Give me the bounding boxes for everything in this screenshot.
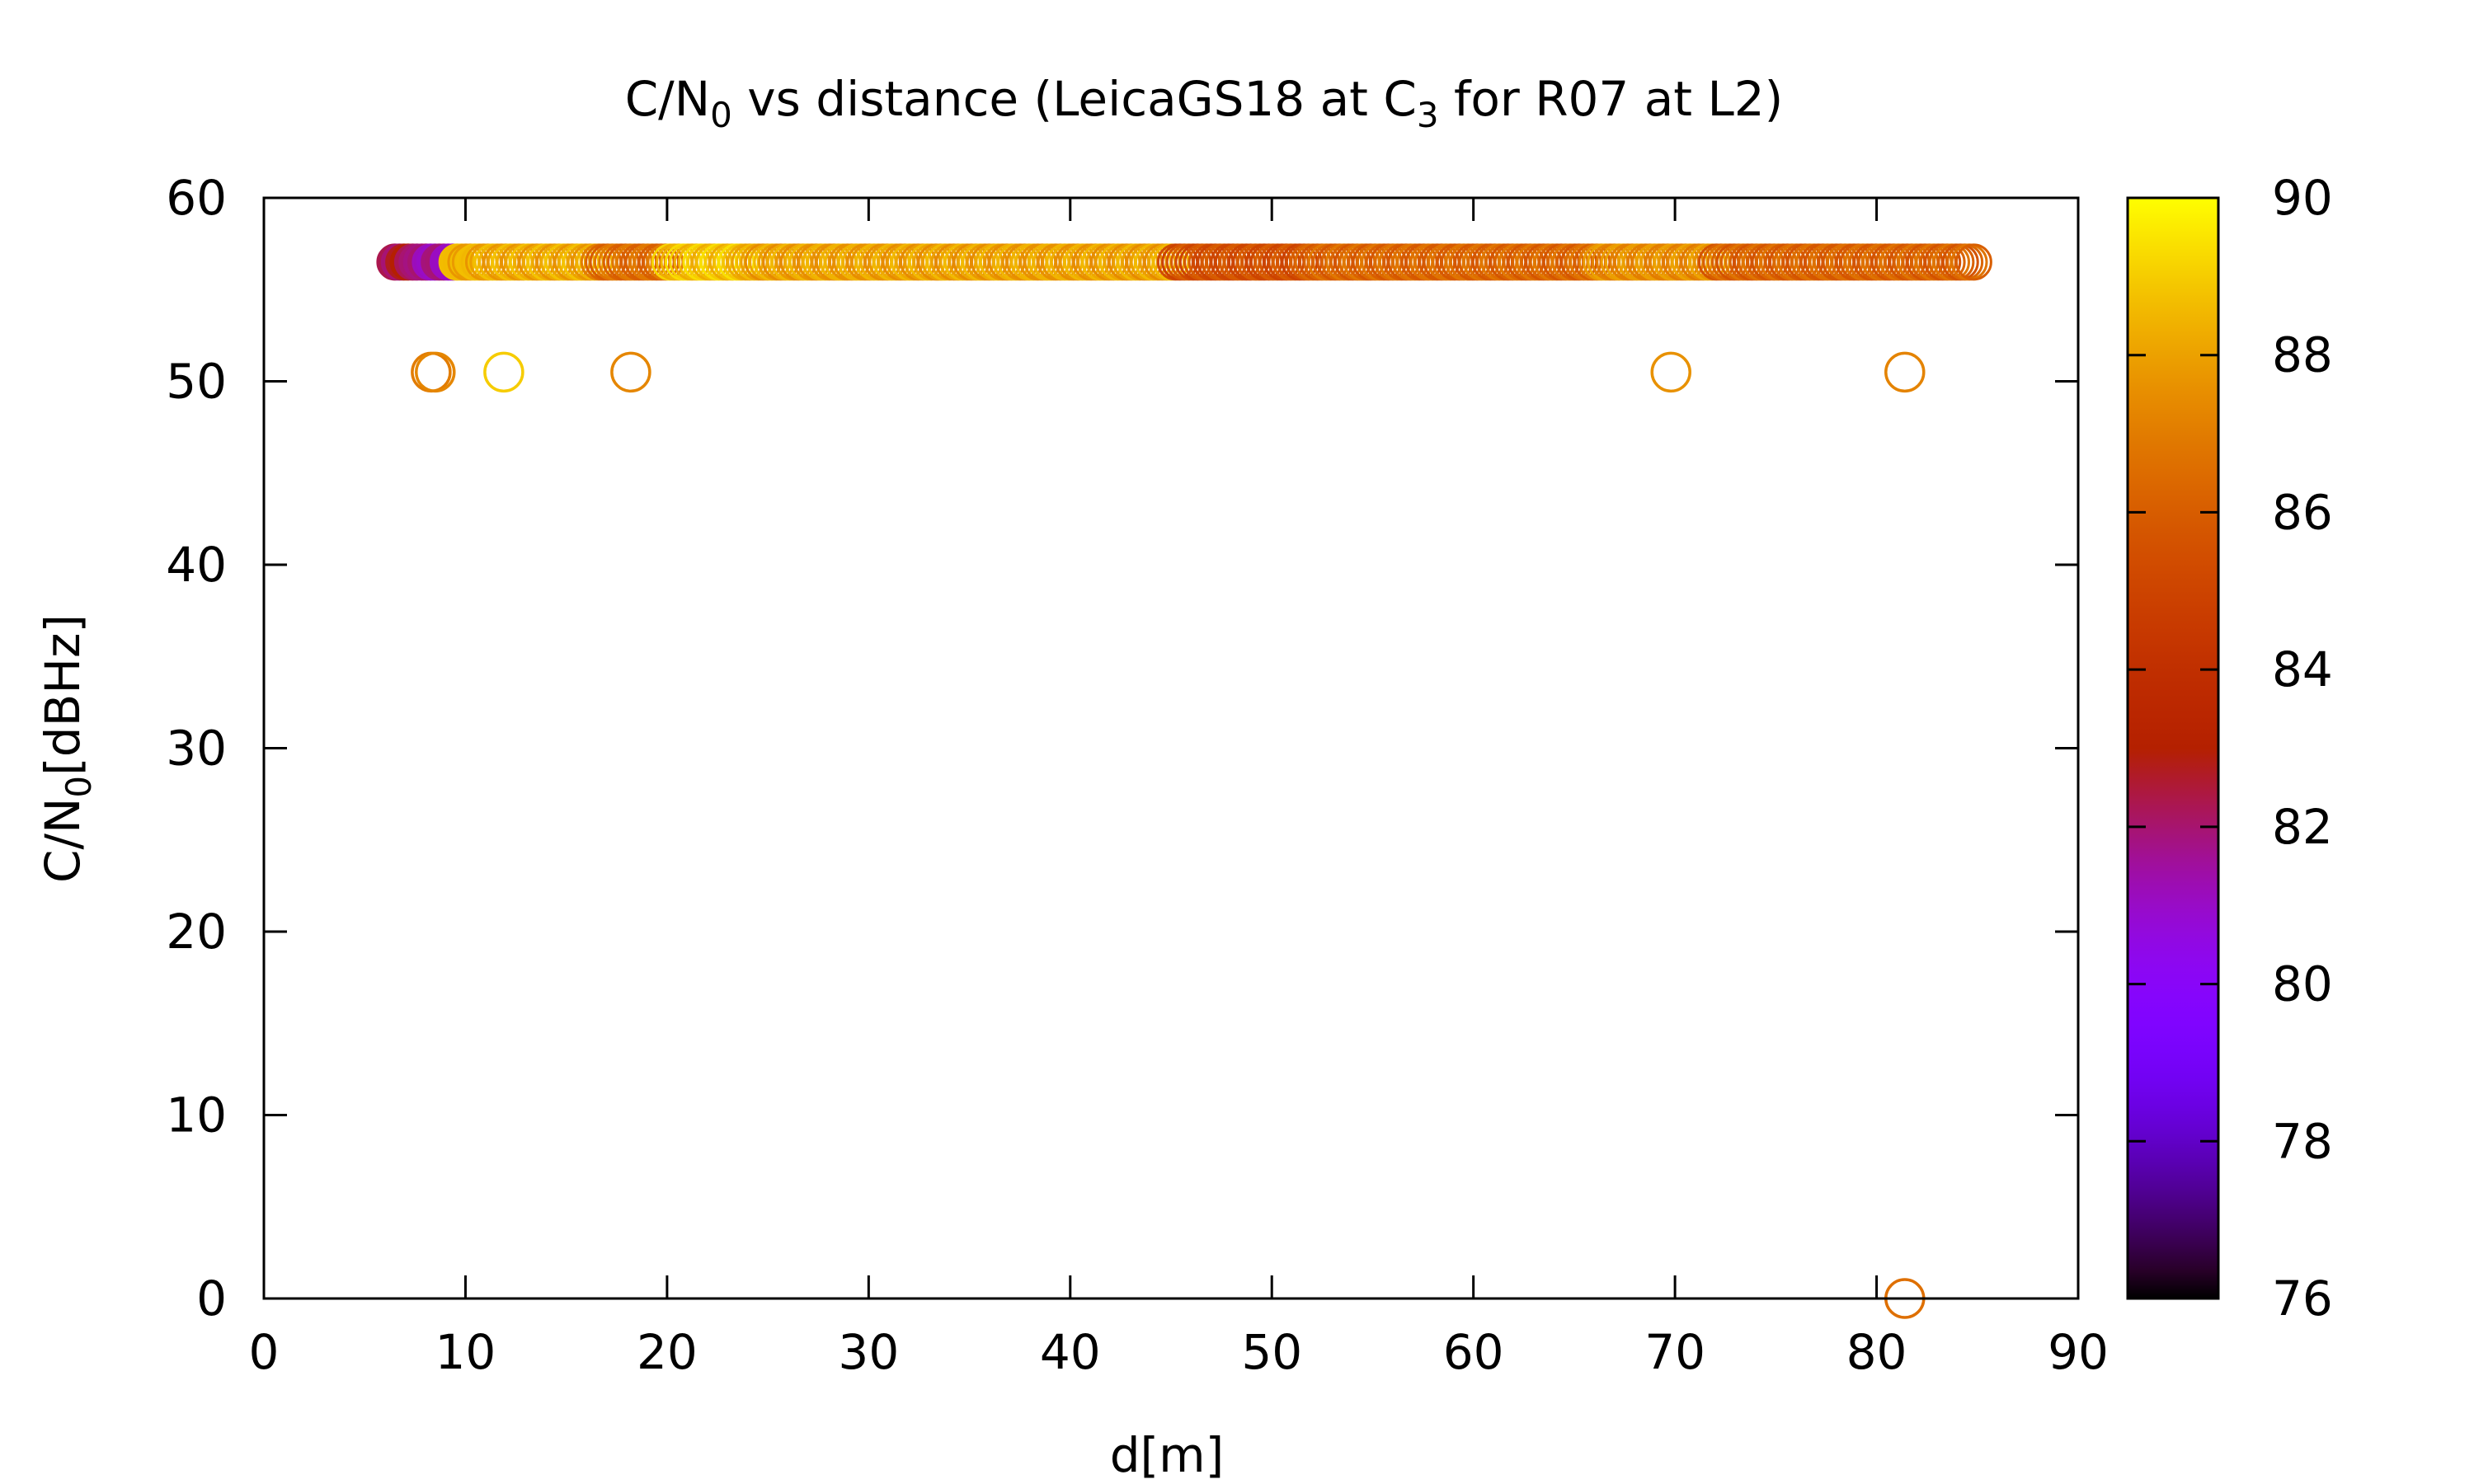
colorbar-tick-label: 78 [2272,1113,2333,1169]
x-axis-ticks: 0 10 20 30 40 50 60 70 80 90 [249,198,2109,1380]
x-tick-label: 70 [1644,1324,1705,1380]
y-tick-label: 20 [166,904,227,960]
colorbar-tick-label: 82 [2272,799,2333,855]
chart-title-sub1: 0 [710,95,732,135]
x-tick-label: 0 [249,1324,280,1380]
outlier-point [411,351,452,393]
x-tick-label: 60 [1443,1324,1504,1380]
x-tick-label: 90 [2048,1324,2109,1380]
y-tick-label: 30 [166,721,227,777]
chart-title-part3: for R07 at L2) [1439,71,1784,127]
colorbar-tick-label: 88 [2272,327,2333,383]
x-tick-label: 30 [838,1324,899,1380]
chart-title-sub2: 3 [1417,95,1439,135]
y-axis-label-main: C/N [35,798,91,883]
x-tick-label: 20 [637,1324,698,1380]
colorbar-tick-label: 86 [2272,484,2333,540]
y-axis-label-rest: [dBHz] [35,614,91,776]
outlier-point [1650,351,1691,393]
x-tick-label: 10 [435,1324,496,1380]
chart-title-part2: vs distance (LeicaGS18 at C [732,71,1417,127]
y-tick-label: 40 [166,537,227,593]
x-tick-label: 50 [1241,1324,1302,1380]
y-axis-ticks: 0 10 20 30 40 50 60 [166,170,2078,1327]
y-tick-label: 0 [196,1270,227,1327]
y-tick-label: 50 [166,354,227,410]
y-axis-label: C/N0[dBHz] [35,614,99,883]
y-axis-label-sub: 0 [59,776,99,798]
chart-title: C/N0 vs distance (LeicaGS18 at C3 for R0… [625,71,1784,135]
colorbar [2126,196,2220,1300]
data-points [376,243,1992,281]
x-tick-label: 40 [1040,1324,1101,1380]
colorbar-tick-label: 84 [2272,641,2333,697]
y-tick-label: 10 [166,1087,227,1144]
data-point [1954,243,1992,281]
outlier-point [483,351,524,393]
plot-frame [262,196,2080,1300]
x-axis-label: d[m] [1110,1427,1225,1483]
outlier-point [1884,351,1926,393]
chart-title-part1: C/N [625,71,710,127]
x-tick-label: 80 [1846,1324,1907,1380]
outlier-points [411,351,1926,1319]
y-tick-label: 60 [166,170,227,226]
colorbar-ticks: 76 78 80 82 84 86 88 90 [2128,170,2333,1327]
colorbar-tick-label: 80 [2272,956,2333,1012]
outlier-point [415,351,456,393]
colorbar-tick-label: 76 [2272,1270,2333,1327]
colorbar-tick-label: 90 [2272,170,2333,226]
outlier-point [610,351,651,393]
